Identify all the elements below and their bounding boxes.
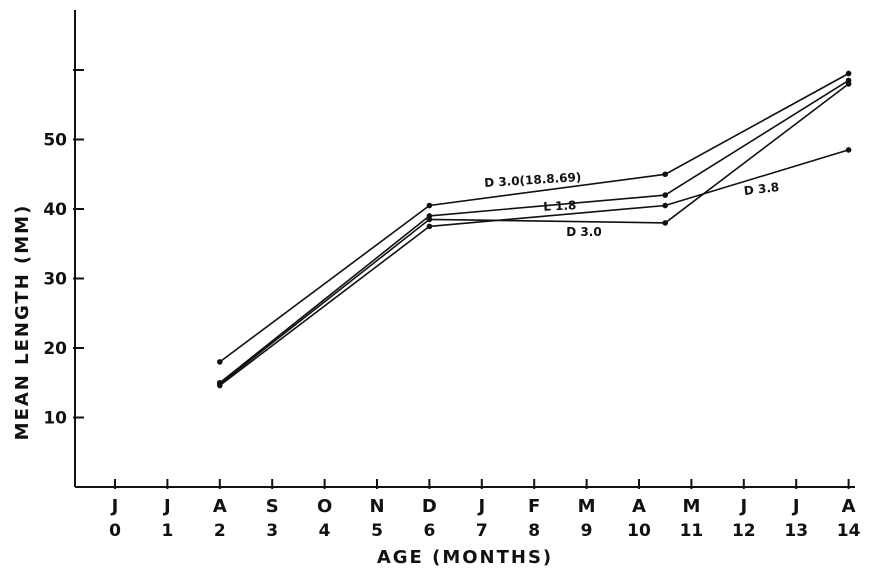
- series-label: D 3.0(18.8.69): [484, 170, 582, 190]
- x-tick-label: 4: [319, 521, 331, 541]
- x-tick-label: 7: [476, 521, 488, 541]
- x-tick-label: 10: [627, 521, 651, 541]
- x-tick-label: 0: [109, 521, 121, 541]
- y-ticks: 10 20 30 40 50: [43, 69, 84, 429]
- x-month-label: J: [476, 496, 485, 517]
- x-month-label: F: [528, 496, 540, 517]
- series-label: D 3.8: [743, 180, 780, 198]
- series-label: D 3.0: [566, 225, 601, 239]
- data-point: [217, 382, 223, 389]
- x-tick-label: 11: [680, 521, 704, 541]
- y-tick-label: 20: [43, 339, 67, 359]
- x-ticks: J 0 J 1 A 2 S 3 O 4 N 5 D 6 J 7 F 8 M 9 A 10 M 11 J 12 J 13 A 14: [109, 479, 861, 541]
- x-tick-label: 9: [581, 521, 593, 541]
- y-tick-label: 30: [43, 270, 67, 290]
- series-line: [219, 72, 849, 363]
- x-tick-label: 3: [266, 521, 278, 541]
- y-tick-label: 50: [43, 131, 67, 151]
- x-axis-title: AGE (MONTHS): [377, 547, 553, 568]
- x-month-label: J: [791, 496, 800, 517]
- data-point: [426, 223, 433, 230]
- x-tick-label: 13: [784, 521, 808, 541]
- x-tick-label: 2: [214, 521, 226, 541]
- axes: [74, 10, 855, 488]
- y-tick-label: 10: [43, 409, 67, 429]
- data-point: [845, 147, 852, 153]
- x-tick-label: 12: [732, 521, 756, 541]
- series-label: L 1.8: [543, 198, 577, 214]
- x-month-label: M: [682, 496, 700, 517]
- x-tick-label: 1: [161, 521, 173, 541]
- x-month-label: D: [422, 496, 437, 517]
- x-month-label: A: [213, 496, 227, 517]
- data-point: [662, 220, 668, 226]
- series-1: [217, 70, 852, 365]
- x-month-label: O: [317, 496, 332, 517]
- x-month-label: A: [632, 496, 646, 517]
- series-line: [219, 83, 850, 385]
- x-month-label: J: [162, 496, 171, 517]
- series-labels: D 3.0(18.8.69) L 1.8 D 3.0 D 3.8: [484, 170, 780, 239]
- data-point: [845, 81, 852, 87]
- x-month-label: J: [738, 496, 747, 517]
- series-4: [217, 147, 852, 389]
- x-tick-label: 14: [837, 521, 861, 541]
- y-tick-label: 40: [43, 200, 67, 220]
- data-point: [662, 192, 668, 198]
- data-point: [662, 202, 668, 209]
- data-point: [662, 171, 668, 178]
- x-month-label: S: [266, 496, 279, 517]
- x-month-label: A: [842, 496, 856, 517]
- x-tick-label: 5: [371, 521, 383, 541]
- series-group: [217, 70, 852, 389]
- data-point: [426, 202, 433, 209]
- y-axis-title: MEAN LENGTH (MM): [12, 204, 33, 441]
- x-month-label: N: [369, 496, 384, 517]
- series-line: [219, 79, 850, 384]
- data-point: [426, 216, 433, 223]
- data-point: [845, 70, 852, 77]
- x-month-label: M: [578, 496, 596, 517]
- x-tick-label: 8: [528, 521, 540, 541]
- series-line: [219, 149, 849, 387]
- data-point: [217, 359, 223, 365]
- x-tick-label: 6: [423, 521, 435, 541]
- series-3: [217, 81, 852, 387]
- x-month-label: J: [110, 496, 119, 517]
